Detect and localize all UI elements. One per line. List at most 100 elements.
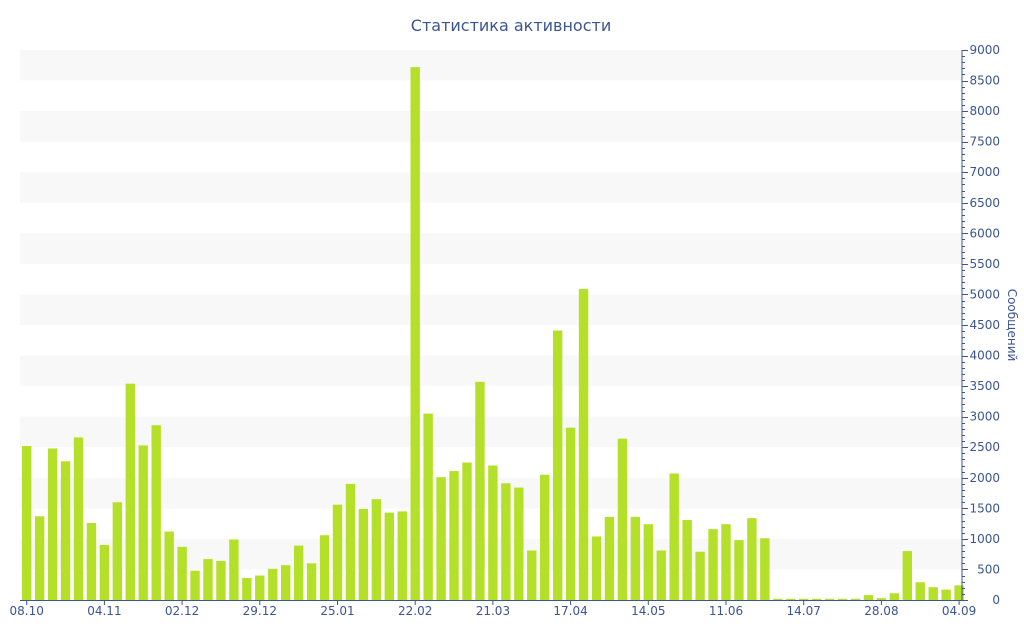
- bar: [177, 546, 187, 600]
- bar: [902, 551, 912, 600]
- bar: [578, 288, 589, 600]
- bar: [501, 483, 511, 600]
- x-tick-label: 22.02: [398, 604, 432, 618]
- bar: [151, 425, 161, 600]
- bar: [138, 445, 148, 600]
- bar: [837, 598, 848, 600]
- bar: [617, 438, 628, 600]
- y-tick-label: 5500: [969, 257, 1000, 271]
- y-tick-label: 8000: [969, 104, 1000, 118]
- bar: [760, 538, 770, 600]
- bar: [773, 598, 783, 600]
- bar: [799, 598, 809, 600]
- y-tick-label: 2500: [969, 440, 1000, 454]
- bar: [747, 518, 757, 600]
- y-tick-label: 4500: [969, 318, 1000, 332]
- bar: [306, 563, 317, 600]
- grid-band: [20, 416, 962, 448]
- chart-title: Статистика активности: [411, 16, 611, 35]
- bar: [514, 487, 524, 600]
- bar: [850, 598, 861, 600]
- x-tick-label: 14.05: [631, 604, 665, 618]
- y-tick-label: 5000: [969, 287, 1000, 301]
- bar: [436, 477, 446, 600]
- bar: [527, 550, 537, 600]
- bar: [811, 598, 822, 600]
- bar: [656, 550, 666, 600]
- bar: [540, 474, 550, 600]
- grid-band: [20, 172, 962, 203]
- bar: [552, 330, 563, 600]
- y-tick-label: 0: [992, 593, 1000, 607]
- bar: [591, 536, 602, 600]
- bar: [384, 512, 394, 600]
- bar: [734, 540, 744, 600]
- y-tick-label: 3000: [969, 410, 1000, 424]
- bar: [216, 560, 226, 600]
- bar: [371, 499, 382, 600]
- bar: [242, 578, 252, 600]
- bar: [876, 598, 887, 600]
- bar: [397, 511, 407, 600]
- y-tick-label: 7000: [969, 165, 1000, 179]
- y-tick-label: 6500: [969, 196, 1000, 210]
- bar: [358, 508, 369, 600]
- bar: [669, 473, 679, 600]
- bar: [941, 589, 951, 600]
- x-tick-label: 02.12: [165, 604, 199, 618]
- bar: [708, 529, 718, 600]
- bar: [410, 67, 420, 601]
- bar: [190, 570, 200, 600]
- bar: [462, 462, 472, 600]
- bar: [643, 524, 653, 600]
- grid-band: [20, 294, 962, 325]
- x-tick-label: 29.12: [243, 604, 277, 618]
- y-tick-label: 7500: [969, 135, 1000, 149]
- bar: [682, 519, 692, 600]
- bar: [281, 565, 291, 600]
- bar: [863, 595, 874, 600]
- x-tick-label: 17.04: [553, 604, 587, 618]
- bar: [293, 545, 304, 600]
- y-tick-label: 1000: [969, 532, 1000, 546]
- bar: [695, 551, 705, 600]
- bar: [488, 465, 498, 600]
- grid-bands: [20, 50, 962, 570]
- bar: [268, 568, 278, 600]
- bar: [255, 575, 265, 600]
- bar: [319, 535, 330, 600]
- bar: [34, 516, 45, 600]
- x-tick-label: 28.08: [864, 604, 898, 618]
- y-tick-label: 8500: [969, 74, 1000, 88]
- y-tick-label: 3500: [969, 379, 1000, 393]
- bar: [125, 383, 135, 600]
- bar: [203, 559, 213, 600]
- grid-band: [20, 111, 962, 142]
- x-tick-label: 14.07: [787, 604, 821, 618]
- bar: [423, 413, 433, 600]
- bar: [449, 471, 459, 600]
- y-tick-label: 2000: [969, 471, 1000, 485]
- y-tick-label: 1500: [969, 501, 1000, 515]
- bar: [99, 545, 110, 600]
- bar-series: [22, 67, 964, 601]
- grid-band: [20, 233, 962, 264]
- x-tick-label: 04.09: [942, 604, 976, 618]
- bar: [22, 446, 32, 600]
- bar: [915, 582, 925, 600]
- bar: [475, 381, 485, 600]
- bar: [824, 598, 835, 600]
- y-axis-title: Сообщений: [1005, 289, 1019, 362]
- x-axis: 08.10 04.11 02.12 29.12 25.01 22.02 21.03 17.04…: [10, 600, 976, 618]
- grid-band: [20, 50, 962, 81]
- bar: [345, 483, 356, 600]
- x-tick-label: 04.11: [87, 604, 121, 618]
- bar: [565, 427, 576, 600]
- y-axis: 0 500 1000 1500 2000 2500 3000 3500 4000 4500 5000…: [961, 43, 1000, 607]
- bar: [630, 516, 641, 600]
- bar: [164, 531, 174, 600]
- y-tick-label: 500: [977, 562, 1000, 576]
- bar: [332, 504, 343, 600]
